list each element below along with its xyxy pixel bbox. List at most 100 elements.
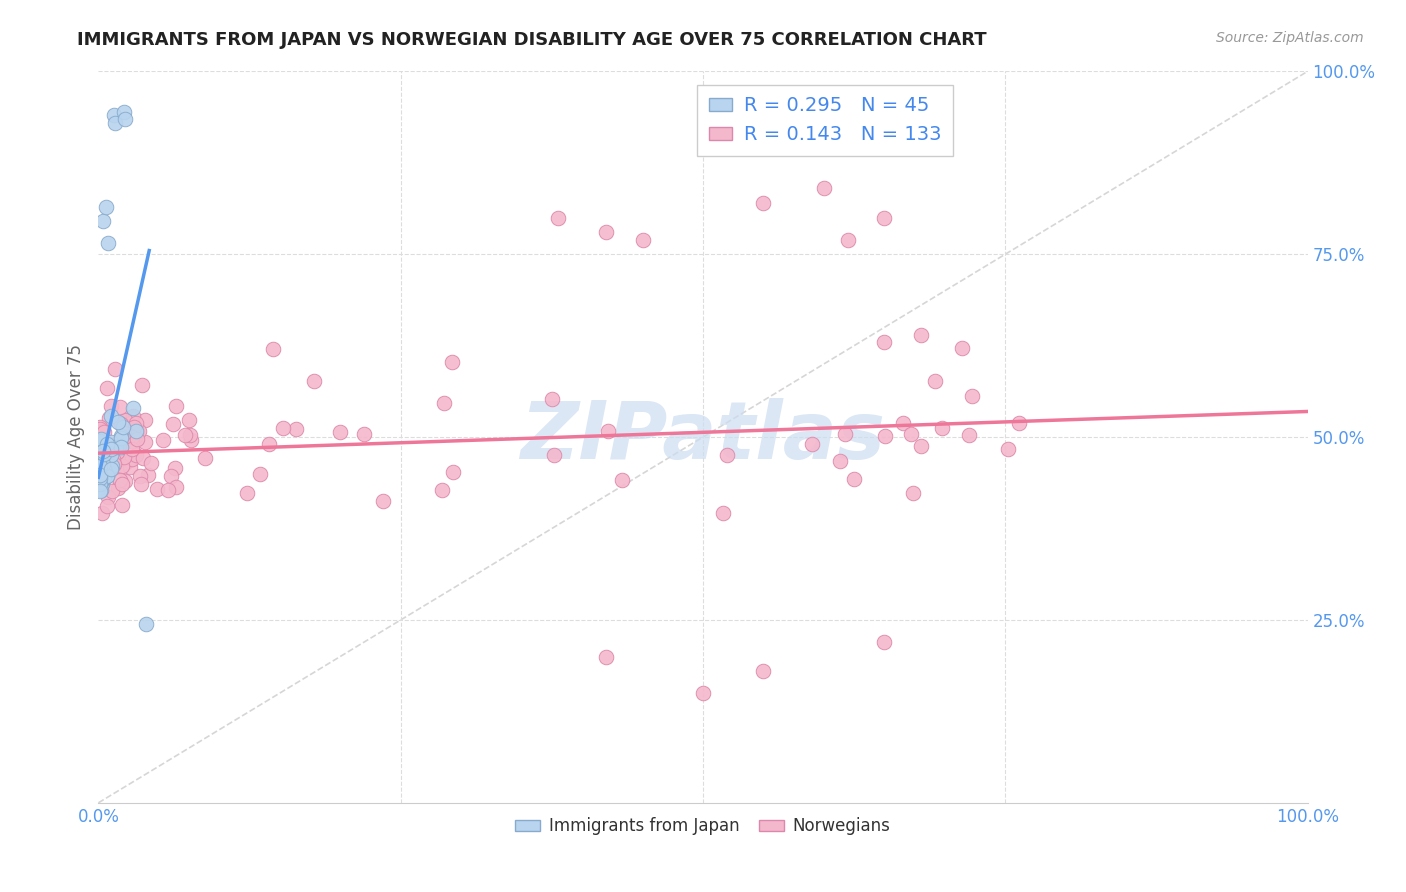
Point [711, 507, 734, 521]
Point [129, 468, 152, 483]
Text: Source: ZipAtlas.com: Source: ZipAtlas.com [1216, 31, 1364, 45]
Point [90, 436, 112, 450]
Point [873, 211, 896, 225]
Point [114, 112, 136, 126]
Point [134, 434, 156, 449]
Text: ZIPatlas: ZIPatlas [520, 398, 886, 476]
Point [163, 461, 186, 475]
Point [262, 343, 284, 357]
Point [873, 334, 896, 349]
Point [121, 415, 143, 429]
Point [910, 439, 932, 453]
Point [107, 434, 129, 449]
Point [93, 434, 115, 449]
Point [112, 425, 135, 440]
Point [91, 458, 114, 473]
Point [93, 461, 115, 475]
Point [91, 214, 114, 228]
Point [104, 458, 127, 472]
Point [716, 449, 738, 463]
Point [89, 420, 111, 434]
Point [110, 417, 132, 431]
Point [90, 475, 112, 490]
Point [924, 374, 946, 388]
Point [433, 395, 456, 409]
Point [110, 431, 132, 445]
Point [105, 445, 128, 459]
Point [152, 433, 174, 447]
Point [91, 477, 114, 491]
Point [94, 441, 117, 455]
Point [547, 211, 569, 225]
Point [114, 475, 136, 489]
Text: IMMIGRANTS FROM JAPAN VS NORWEGIAN DISABILITY AGE OVER 75 CORRELATION CHART: IMMIGRANTS FROM JAPAN VS NORWEGIAN DISAB… [77, 31, 987, 49]
Point [135, 616, 157, 631]
Point [891, 416, 914, 430]
Point [610, 473, 633, 487]
Point [101, 483, 124, 498]
Point [89, 477, 111, 491]
Point [89, 454, 111, 468]
Point [103, 108, 125, 122]
Point [96, 437, 118, 451]
Point [813, 181, 835, 195]
Point [91, 457, 114, 471]
Point [121, 452, 143, 467]
Point [100, 409, 122, 424]
Point [100, 464, 122, 478]
Point [96, 469, 118, 483]
Point [107, 415, 129, 429]
Point [91, 434, 114, 449]
Point [541, 392, 564, 406]
Point [124, 417, 146, 431]
Y-axis label: Disability Age Over 75: Disability Age Over 75 [66, 344, 84, 530]
Point [115, 450, 138, 464]
Point [96, 469, 118, 483]
Point [101, 451, 124, 466]
Point [93, 425, 115, 439]
Point [122, 401, 145, 416]
Point [249, 467, 271, 481]
Point [801, 437, 824, 451]
Point [104, 115, 127, 129]
Point [110, 440, 132, 454]
Point [157, 483, 180, 498]
Point [97, 491, 120, 505]
Point [873, 429, 896, 443]
Point [302, 374, 325, 388]
Point [96, 381, 118, 395]
Point [98, 410, 121, 425]
Point [112, 450, 135, 464]
Point [110, 473, 132, 487]
Point [111, 477, 134, 491]
Legend: Immigrants from Japan, Norwegians: Immigrants from Japan, Norwegians [509, 811, 897, 842]
Point [329, 425, 352, 439]
Point [93, 447, 115, 461]
Point [100, 448, 122, 462]
Point [127, 432, 149, 446]
Point [125, 424, 148, 438]
Point [103, 457, 125, 471]
Point [122, 409, 145, 423]
Point [180, 434, 202, 448]
Point [129, 476, 152, 491]
Point [901, 486, 924, 500]
Point [353, 426, 375, 441]
Point [107, 481, 129, 495]
Point [957, 428, 980, 442]
Point [93, 441, 115, 455]
Point [104, 361, 127, 376]
Point [125, 424, 148, 438]
Point [124, 430, 146, 444]
Point [931, 421, 953, 435]
Point [842, 472, 865, 486]
Point [257, 437, 280, 451]
Point [118, 453, 141, 467]
Point [100, 461, 122, 475]
Point [960, 389, 983, 403]
Point [160, 469, 183, 483]
Point [440, 355, 463, 369]
Point [830, 454, 852, 468]
Point [236, 486, 259, 500]
Point [108, 400, 131, 414]
